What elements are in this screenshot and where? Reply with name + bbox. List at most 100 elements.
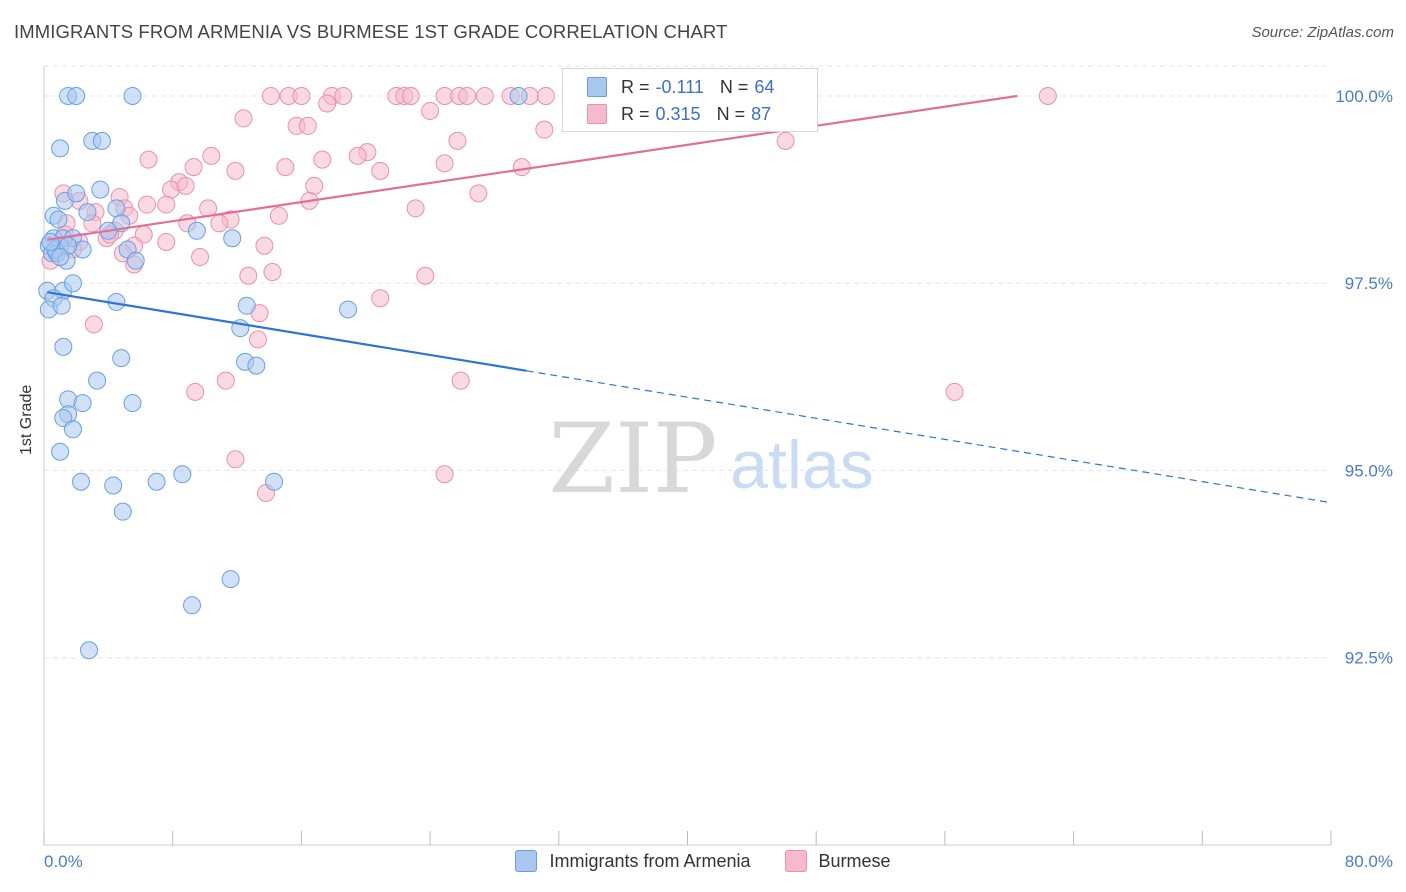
armenia-point xyxy=(67,184,86,203)
armenia-point xyxy=(63,274,82,293)
burmese-point xyxy=(313,150,332,169)
watermark-zip: ZIP xyxy=(548,403,717,515)
n-label: N = xyxy=(719,76,749,97)
armenia-point xyxy=(49,210,68,229)
armenia-point xyxy=(123,86,142,105)
x-tick-min: 0.0% xyxy=(44,852,83,871)
burmese-point xyxy=(137,195,156,214)
burmese-point xyxy=(184,158,203,177)
series-legend: Immigrants from Armenia Burmese xyxy=(0,850,1406,872)
y-tick-label: 95.0% xyxy=(1345,461,1393,480)
armenia-point xyxy=(187,221,206,240)
axes xyxy=(43,66,1332,846)
armenia-point xyxy=(72,472,91,491)
legend-row-burmese: R = 0.315 N = 87 xyxy=(587,100,777,128)
armenia-point xyxy=(51,442,70,461)
burmese-point xyxy=(348,146,367,165)
burmese-point xyxy=(475,86,494,105)
burmese-point xyxy=(448,131,467,150)
burmese-point xyxy=(248,330,267,349)
y-tick-labels: 100.0% 97.5% 95.0% 92.5% xyxy=(1335,87,1393,668)
armenia-point xyxy=(67,86,86,105)
burmese-point xyxy=(139,150,158,169)
burmese-point xyxy=(305,176,324,195)
burmese-point xyxy=(318,94,337,113)
burmese-point xyxy=(255,236,274,255)
burmese-point xyxy=(1038,86,1057,105)
r-label: R = xyxy=(621,76,650,97)
armenia-point xyxy=(247,356,266,375)
armenia-point xyxy=(123,394,142,413)
burmese-point xyxy=(451,371,470,390)
y-tick-label: 97.5% xyxy=(1345,274,1393,293)
armenia-point xyxy=(41,233,60,252)
armenia-point xyxy=(237,296,256,315)
burmese-point xyxy=(176,176,195,195)
n-value: 87 xyxy=(751,103,772,124)
burmese-point xyxy=(269,206,288,225)
n-value: 64 xyxy=(754,76,775,97)
armenia-point xyxy=(113,502,132,521)
burmese-point xyxy=(234,109,253,128)
legend-item-armenia[interactable]: Immigrants from Armenia xyxy=(515,850,751,872)
burmese-point xyxy=(401,86,420,105)
legend-row-armenia: R = -0.111 N = 64 xyxy=(587,73,780,101)
armenia-point xyxy=(126,251,145,270)
burmese-point xyxy=(535,120,554,139)
burmese-point xyxy=(458,86,477,105)
burmese-point xyxy=(226,450,245,469)
armenia-point xyxy=(78,203,97,222)
source-label: Source: ZipAtlas.com xyxy=(1251,24,1394,41)
armenia-point xyxy=(104,476,123,495)
armenia-point xyxy=(173,465,192,484)
burmese-point xyxy=(421,101,440,120)
legend-swatch-armenia xyxy=(587,77,607,97)
armenia-point xyxy=(80,641,99,660)
burmese-point xyxy=(239,266,258,285)
armenia-point xyxy=(51,139,70,158)
burmese-point xyxy=(512,158,531,177)
burmese-point xyxy=(334,86,353,105)
burmese-point xyxy=(276,158,295,177)
burmese-point xyxy=(210,214,229,233)
legend-item-burmese[interactable]: Burmese xyxy=(784,850,891,872)
burmese-point xyxy=(298,116,317,135)
burmese-point xyxy=(263,262,282,281)
legend-label-burmese: Burmese xyxy=(818,850,891,871)
armenia-point xyxy=(509,86,528,105)
legend-label-armenia: Immigrants from Armenia xyxy=(549,850,751,871)
armenia-point xyxy=(63,420,82,439)
burmese-trend-line xyxy=(47,94,1018,241)
r-value: -0.111 xyxy=(655,76,704,97)
n-label: N = xyxy=(716,103,746,124)
burmese-point xyxy=(157,195,176,214)
burmese-point xyxy=(371,161,390,180)
armenia-point xyxy=(52,296,71,315)
watermark-atlas: atlas xyxy=(730,427,874,503)
r-label: R = xyxy=(621,103,650,124)
watermark: ZIP atlas xyxy=(548,403,873,515)
burmese-point xyxy=(469,184,488,203)
armenia-point xyxy=(92,131,111,150)
armenia-point xyxy=(147,472,166,491)
burmese-point xyxy=(226,161,245,180)
trend-lines xyxy=(47,94,1332,504)
burmese-point xyxy=(416,266,435,285)
burmese-point xyxy=(776,131,795,150)
burmese-point xyxy=(371,289,390,308)
burmese-point xyxy=(186,382,205,401)
burmese-point xyxy=(84,315,103,334)
armenia-point xyxy=(88,371,107,390)
armenia-trend-line xyxy=(47,291,527,372)
burmese-point xyxy=(536,86,555,105)
burmese-point xyxy=(157,233,176,252)
burmese-point xyxy=(435,154,454,173)
armenia-point xyxy=(51,248,70,267)
armenia-point xyxy=(221,570,240,589)
legend-swatch-armenia xyxy=(515,850,538,872)
x-tick-max: 80.0% xyxy=(1344,852,1393,871)
burmese-point xyxy=(202,146,221,165)
burmese-point xyxy=(406,199,425,218)
burmese-point xyxy=(292,86,311,105)
